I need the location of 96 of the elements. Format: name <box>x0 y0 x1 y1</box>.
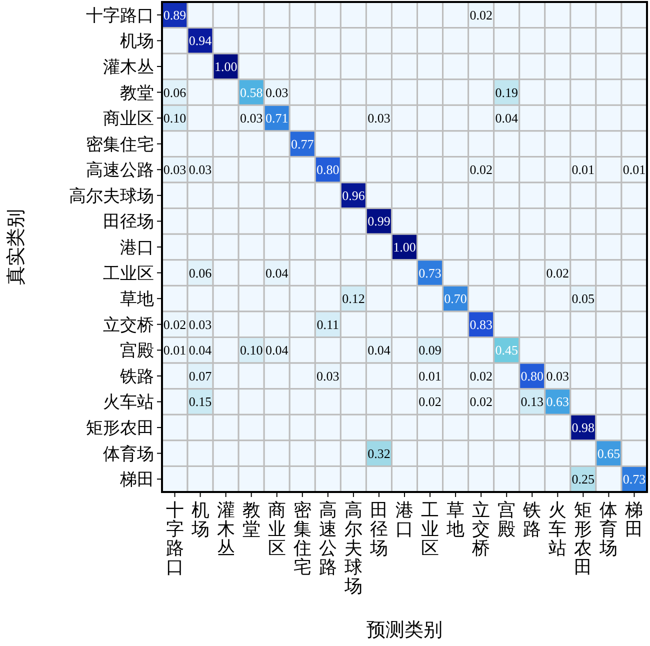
data-label: 0.09 <box>418 342 442 358</box>
y-tick-label: 高速公路 <box>86 160 154 180</box>
data-label: 0.01 <box>622 162 646 178</box>
y-tick-label: 港口 <box>120 238 154 257</box>
data-label: 0.03 <box>368 110 390 126</box>
data-label: 0.63 <box>546 394 570 410</box>
y-tick-label: 教堂 <box>120 83 154 102</box>
y-tick-label: 十字路口 <box>86 6 154 25</box>
y-tick-label: 铁路 <box>119 366 154 386</box>
data-label: 0.05 <box>572 291 595 306</box>
data-label: 0.98 <box>572 420 595 436</box>
data-label: 0.58 <box>240 84 263 100</box>
data-label: 1.00 <box>393 240 416 254</box>
data-label: 0.10 <box>240 342 263 358</box>
data-label: 0.13 <box>520 394 544 410</box>
x-tick-label: 高速公路 <box>318 500 337 577</box>
x-tick-label: 工业区 <box>421 500 440 558</box>
x-tick-label: 矩形农田 <box>574 500 592 577</box>
data-label: 0.02 <box>546 265 570 280</box>
y-tick-label: 田径场 <box>103 212 154 232</box>
data-label: 0.03 <box>188 162 212 178</box>
data-label: 0.02 <box>470 162 492 178</box>
data-label: 0.01 <box>572 162 595 178</box>
x-tick-label: 火车站 <box>548 500 567 558</box>
data-label: 0.04 <box>368 342 391 358</box>
data-label: 0.04 <box>188 342 212 358</box>
data-label: 0.25 <box>572 472 595 487</box>
y-tick-label: 体育场 <box>103 444 154 464</box>
data-label: 0.83 <box>470 316 492 332</box>
data-label: 0.02 <box>470 7 492 22</box>
y-tick-label: 宫殿 <box>120 341 154 360</box>
y-tick-label: 机场 <box>120 32 154 51</box>
data-label: 0.06 <box>163 84 187 100</box>
x-tick-label: 草地 <box>446 500 465 539</box>
data-label: 0.45 <box>495 342 518 358</box>
x-tick-label: 商业区 <box>268 500 286 558</box>
data-label: 0.94 <box>188 33 212 48</box>
data-label: 0.02 <box>470 368 492 384</box>
x-tick-label: 灌木丛 <box>216 500 235 558</box>
data-label: 0.32 <box>368 446 390 461</box>
data-label: 0.70 <box>444 291 467 306</box>
x-tick-label: 体育场 <box>598 500 618 558</box>
data-label: 0.15 <box>188 394 212 410</box>
data-label: 0.02 <box>418 394 442 410</box>
data-label: 0.96 <box>342 188 366 203</box>
data-label: 0.12 <box>342 291 365 306</box>
data-label: 0.02 <box>163 316 186 332</box>
y-tick-label: 矩形农田 <box>86 418 154 438</box>
data-label: 0.71 <box>265 110 288 126</box>
data-label: 0.03 <box>163 162 186 178</box>
x-axis-title: 预测类别 <box>366 620 442 641</box>
data-label: 0.03 <box>188 316 212 332</box>
y-tick-label: 工业区 <box>103 264 154 283</box>
y-tick-label: 灌木丛 <box>103 57 154 76</box>
data-label: 0.01 <box>163 342 186 358</box>
data-label: 0.06 <box>188 265 212 280</box>
x-tick-label: 港口 <box>396 500 414 539</box>
x-tick-label: 教堂 <box>242 500 260 539</box>
data-label: 0.73 <box>622 472 646 487</box>
y-tick-label: 立交桥 <box>103 315 154 334</box>
data-label: 0.03 <box>316 368 340 384</box>
data-label: 0.04 <box>265 342 289 358</box>
data-label: 0.03 <box>240 110 263 126</box>
x-tick-label: 铁路 <box>522 500 542 539</box>
data-label: 0.04 <box>265 265 289 280</box>
x-tick-label: 立交桥 <box>471 500 490 558</box>
y-tick-label: 密集住宅 <box>86 134 154 154</box>
data-label: 0.02 <box>470 394 492 410</box>
x-tick-label: 宫殿 <box>498 500 516 539</box>
x-tick-label: 田径场 <box>368 500 388 558</box>
data-label: 0.11 <box>316 316 340 332</box>
data-label: 0.80 <box>316 162 340 178</box>
data-label: 0.03 <box>265 84 288 100</box>
data-label: 0.04 <box>495 110 518 126</box>
data-label: 0.99 <box>368 214 390 229</box>
data-label: 0.01 <box>418 368 442 384</box>
data-label: 1.00 <box>214 58 238 74</box>
data-label: 0.80 <box>520 368 544 384</box>
data-label: 0.19 <box>495 84 518 100</box>
y-tick-label: 商业区 <box>103 109 154 128</box>
data-label: 0.03 <box>546 368 570 384</box>
data-label: 0.07 <box>188 368 212 384</box>
x-tick-label: 机场 <box>190 500 210 539</box>
y-tick-label: 高尔夫球场 <box>69 186 154 206</box>
y-tick-label: 梯田 <box>119 470 154 490</box>
x-tick-label: 高尔夫球场 <box>343 500 362 596</box>
data-label: 0.73 <box>418 265 442 280</box>
y-tick-label: 草地 <box>120 290 154 309</box>
data-label: 0.89 <box>163 7 186 22</box>
x-tick-label: 梯田 <box>624 500 644 539</box>
data-label: 0.10 <box>163 110 186 126</box>
y-axis-title: 真实类别 <box>5 209 27 285</box>
x-tick-label: 密集住宅 <box>292 500 312 577</box>
data-label: 0.65 <box>597 446 620 461</box>
data-label: 0.77 <box>291 136 314 152</box>
y-tick-label: 火车站 <box>103 392 154 412</box>
